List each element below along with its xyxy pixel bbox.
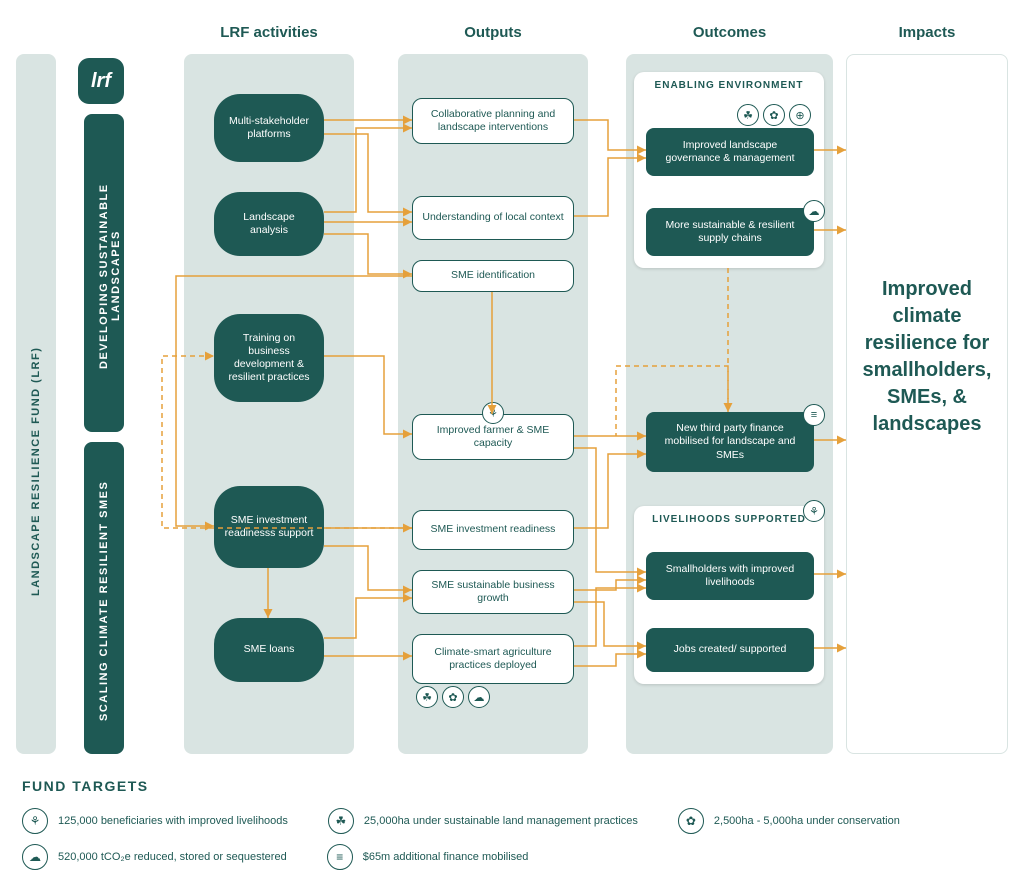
stack-icon: ≡: [327, 844, 353, 870]
output-sme-growth: SME sustainable business growth: [412, 570, 574, 614]
activity-sme-readiness: SME investment readinesss support: [214, 486, 324, 568]
target-co2: ☁ 520,000 tCO₂e reduced, stored or seque…: [22, 844, 287, 870]
outcome-supply-chains: More sustainable & resilient supply chai…: [646, 208, 814, 256]
target-label: 25,000ha under sustainable land manageme…: [364, 815, 638, 827]
tree-icon: ✿: [763, 104, 785, 126]
people-icon: ⚘: [803, 500, 825, 522]
cloud-icon: ☁: [803, 200, 825, 222]
output-sme-ready: SME investment readiness: [412, 510, 574, 550]
output-local-context: Understanding of local context: [412, 196, 574, 240]
stack-icon: ≡: [803, 404, 825, 426]
outcome-governance: Improved landscape governance & manageme…: [646, 128, 814, 176]
vbar-bottom-label: SCALING CLIMATE RESILIENT SMES: [98, 476, 110, 726]
header-activities: LRF activities: [184, 24, 354, 41]
targets-title: FUND TARGETS: [22, 778, 1002, 794]
people-icon: ⚘: [22, 808, 48, 834]
target-label: 520,000 tCO₂e reduced, stored or sequest…: [58, 851, 287, 863]
target-label: 2,500ha - 5,000ha under conservation: [714, 815, 900, 827]
outcome-group2-title: LIVELIHOODS SUPPORTED: [634, 514, 824, 525]
outcome-jobs: Jobs created/ supported: [646, 628, 814, 672]
plant-icon: ✿: [442, 686, 464, 708]
leaf-icon: ☘: [737, 104, 759, 126]
cloud-icon: ☁: [22, 844, 48, 870]
leaf-icon: ☘: [328, 808, 354, 834]
flowchart-diagram: LANDSCAPE RESILIENCE FUND (LRF) lrf DEVE…: [16, 16, 1008, 756]
outcome-smallholders: Smallholders with improved livelihoods: [646, 552, 814, 600]
lrf-logo: lrf: [78, 58, 124, 104]
target-land-mgmt: ☘ 25,000ha under sustainable land manage…: [328, 808, 638, 834]
cloud-icon: ☁: [468, 686, 490, 708]
impact-text: Improved climate resilience for smallhol…: [854, 276, 1000, 438]
target-conservation: ✿ 2,500ha - 5,000ha under conservation: [678, 808, 900, 834]
leaf-icon: ☘: [416, 686, 438, 708]
header-outcomes: Outcomes: [626, 24, 833, 41]
outcome-finance-mobilised: New third party finance mobilised for la…: [646, 412, 814, 472]
target-beneficiaries: ⚘ 125,000 beneficiaries with improved li…: [22, 808, 288, 834]
earth-icon: ⊕: [789, 104, 811, 126]
output-csa-deployed: Climate-smart agriculture practices depl…: [412, 634, 574, 684]
activity-training: Training on business development & resil…: [214, 314, 324, 402]
fund-targets: FUND TARGETS ⚘ 125,000 beneficiaries wit…: [22, 778, 1002, 880]
vbar-main-label: LANDSCAPE RESILIENCE FUND (LRF): [30, 296, 42, 646]
outcome-group1-title: ENABLING ENVIRONMENT: [634, 80, 824, 91]
output-sme-id: SME identification: [412, 260, 574, 292]
people-icon: ⚘: [482, 402, 504, 424]
output-collab-planning: Collaborative planning and landscape int…: [412, 98, 574, 144]
activity-landscape-analysis: Landscape analysis: [214, 192, 324, 256]
activity-sme-loans: SME loans: [214, 618, 324, 682]
tree-icon: ✿: [678, 808, 704, 834]
header-impacts: Impacts: [846, 24, 1008, 41]
header-outputs: Outputs: [398, 24, 588, 41]
activity-multistakeholder: Multi-stakeholder platforms: [214, 94, 324, 162]
target-finance: ≡ $65m additional finance mobilised: [327, 844, 529, 870]
vbar-top-label: DEVELOPING SUSTAINABLE LANDSCAPES: [98, 146, 122, 406]
target-label: $65m additional finance mobilised: [363, 851, 529, 863]
target-label: 125,000 beneficiaries with improved live…: [58, 815, 288, 827]
